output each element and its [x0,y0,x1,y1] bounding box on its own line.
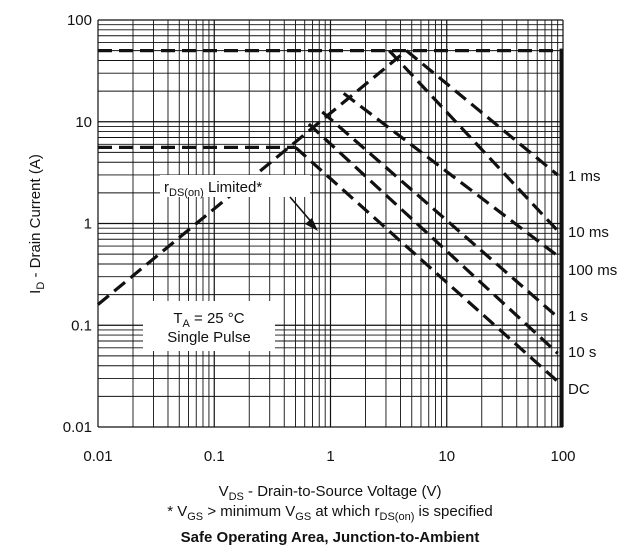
curve-dc [294,146,559,383]
curve-100-ms [342,92,559,258]
rds-arrowhead [305,218,318,231]
y-tick-label: 100 [67,12,92,29]
y-tick-label: 10 [75,114,92,131]
x-tick-label: 1 [326,448,334,465]
footnote: * VGS > minimum VGS at which rDS(on) is … [167,503,493,523]
x-tick-label: 0.01 [83,448,112,465]
curve-1-s [321,110,559,319]
grid-lines [97,19,564,428]
conditions-line2: Single Pulse [167,329,250,346]
curve-1-ms [405,49,559,177]
labels: 0.01 0.1 1 10 100 0.01 0.1 1 10 100 1 ms 10 ms 100 m… [63,12,617,465]
rds-annotation: rDS(on) Limited* [164,179,262,199]
conditions-line1: TA = 25 °C [173,310,244,330]
y-axis-label: ID - Drain Current (A) [27,154,47,294]
curve-label: 100 ms [568,262,617,279]
current-limit-lines [98,49,563,149]
curve-label: 1 ms [568,168,601,185]
y-tick-label: 0.1 [71,317,92,334]
x-axis-label: VDS - Drain-to-Source Voltage (V) [219,483,442,503]
chart-title: Safe Operating Area, Junction-to-Ambient [181,529,480,546]
conditions-sub: A [183,318,191,330]
curve-label: 10 s [568,344,596,361]
curve-label: 1 s [568,308,588,325]
conditions-box [143,301,275,351]
curve-label: DC [568,381,590,398]
curve-label: 10 ms [568,224,609,241]
x-tick-label: 10 [438,448,455,465]
y-tick-label: 1 [84,216,92,233]
curve-10-ms [388,49,559,232]
x-tick-label: 0.1 [204,448,225,465]
y-tick-label: 0.01 [63,419,92,436]
x-tick-label: 100 [550,448,575,465]
curve-10-s [307,122,559,355]
rds-annotation-bg [160,175,310,197]
